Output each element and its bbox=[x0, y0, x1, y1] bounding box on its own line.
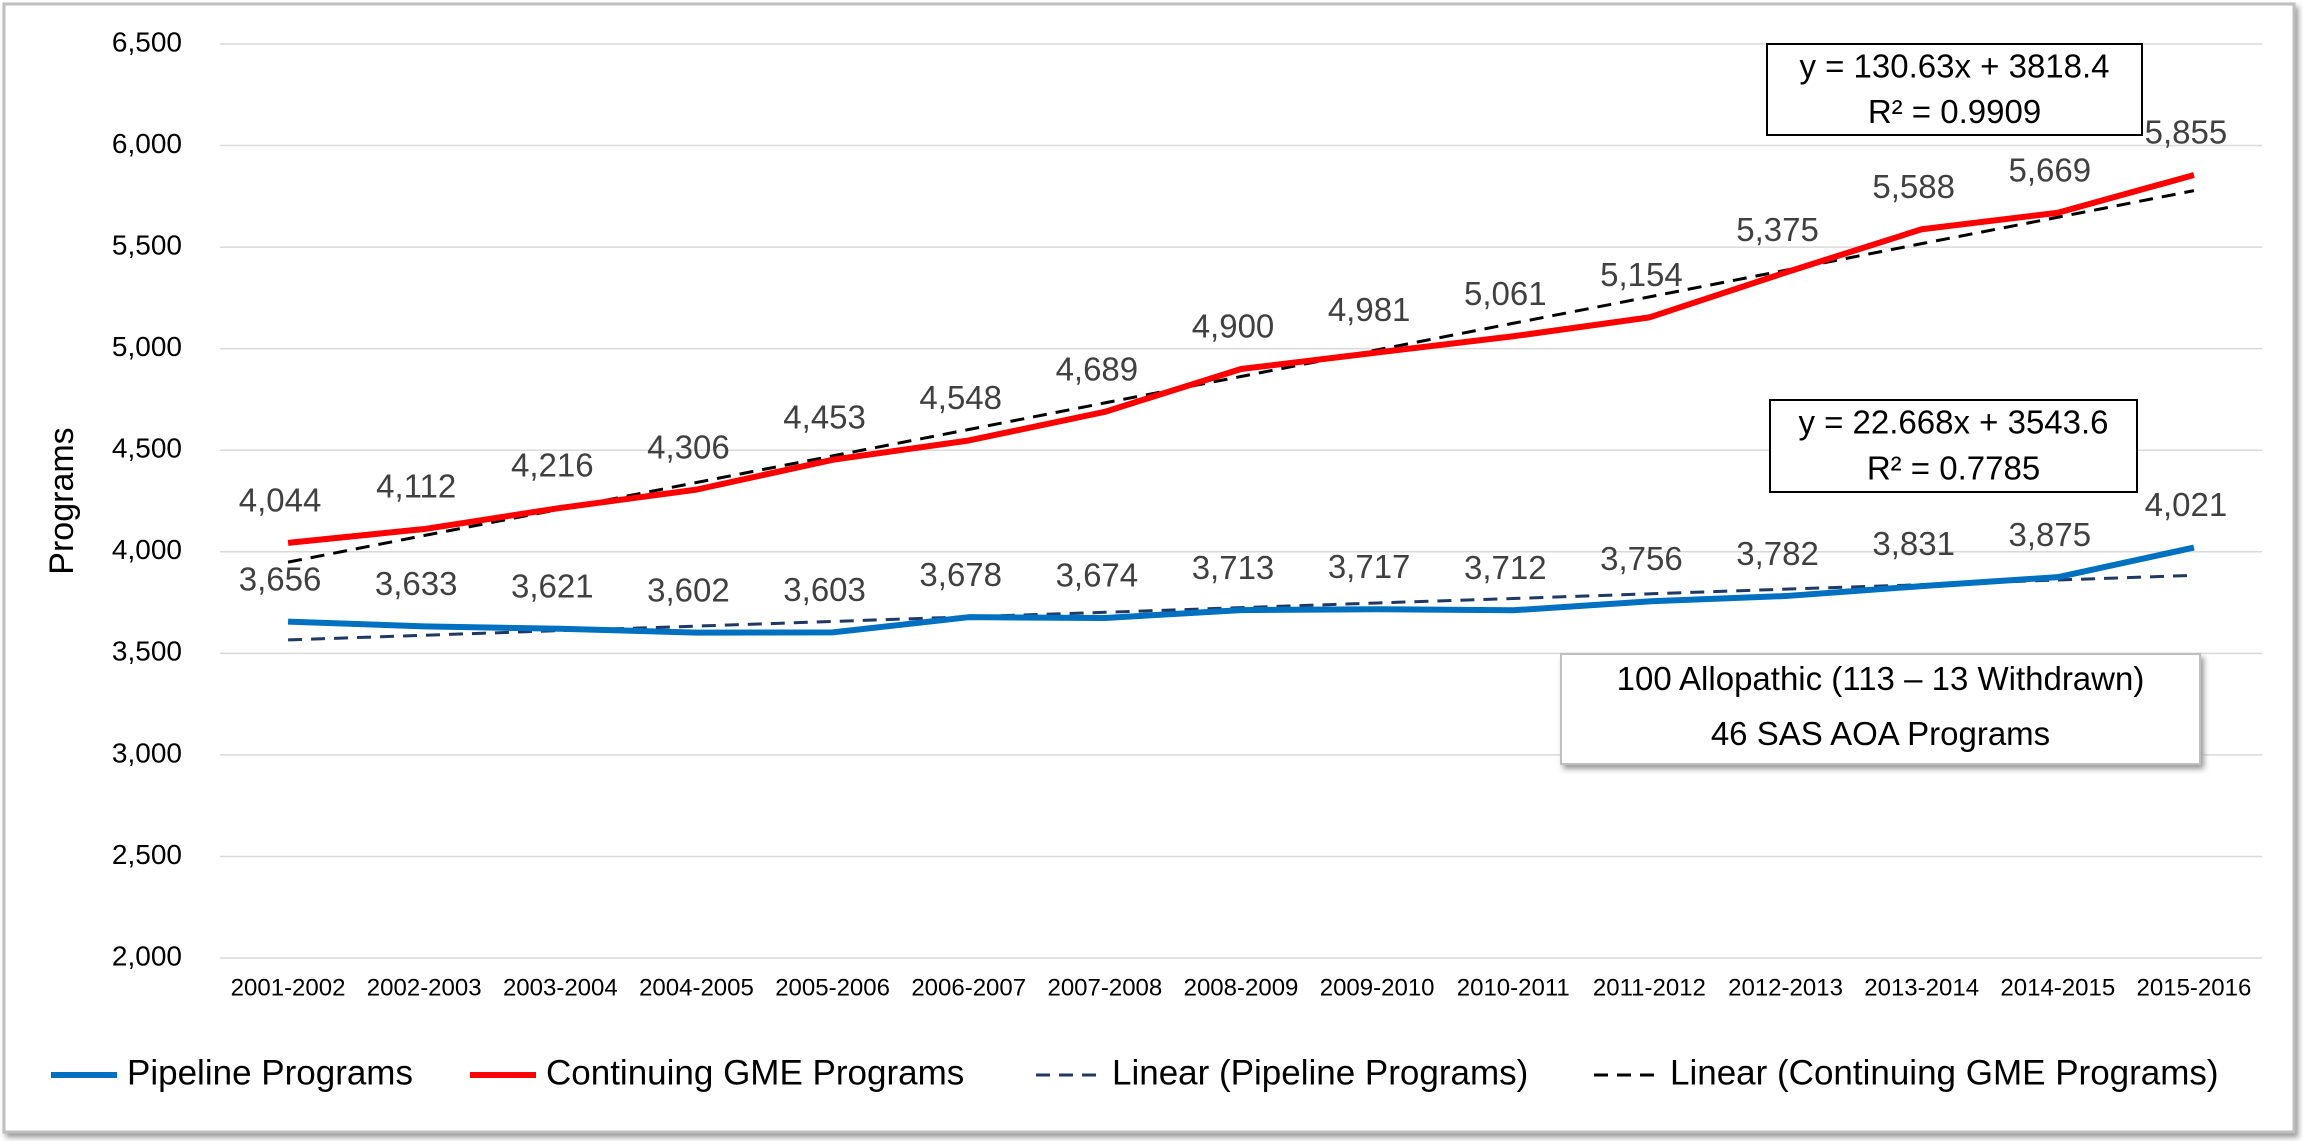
data-label: 4,981 bbox=[1328, 291, 1411, 328]
data-label: 4,216 bbox=[511, 447, 594, 484]
data-label: 4,548 bbox=[919, 379, 1002, 416]
x-tick-label: 2010-2011 bbox=[1457, 974, 1570, 1001]
data-label: 4,112 bbox=[376, 468, 456, 505]
data-label: 3,756 bbox=[1600, 540, 1683, 577]
annotation-box bbox=[1560, 653, 2201, 765]
data-label: 4,044 bbox=[239, 482, 322, 519]
data-label: 3,717 bbox=[1328, 548, 1411, 585]
legend-label: Pipeline Programs bbox=[127, 1053, 413, 1092]
series-line bbox=[287, 544, 2195, 636]
annotation-text: R² = 0.9909 bbox=[1868, 93, 2041, 130]
legend-label: Linear (Pipeline Programs) bbox=[1112, 1053, 1528, 1092]
annotation-box bbox=[1766, 43, 2143, 136]
y-tick-label: 6,500 bbox=[112, 26, 182, 57]
y-tick-label: 2,000 bbox=[112, 940, 182, 971]
data-label: 3,656 bbox=[239, 560, 322, 597]
x-tick-label: 2014-2015 bbox=[2000, 974, 2115, 1001]
annotation-text: 46 SAS AOA Programs bbox=[1711, 715, 2050, 752]
data-label: 3,875 bbox=[2009, 516, 2092, 553]
annotation-text: y = 130.63x + 3818.4 bbox=[1799, 47, 2109, 84]
data-label: 4,453 bbox=[783, 398, 866, 435]
x-tick-label: 2001-2002 bbox=[231, 974, 346, 1001]
data-label: 3,633 bbox=[375, 565, 458, 602]
y-tick-label: 4,000 bbox=[112, 534, 182, 565]
data-label: 3,712 bbox=[1464, 549, 1547, 586]
data-label: 4,900 bbox=[1192, 308, 1275, 345]
data-label: 3,602 bbox=[647, 571, 730, 608]
data-label: 5,375 bbox=[1736, 211, 1819, 248]
data-label: 4,306 bbox=[647, 428, 730, 465]
y-axis-title: Programs bbox=[43, 427, 81, 574]
annotation-box bbox=[1769, 399, 2138, 493]
data-label: 3,674 bbox=[1056, 557, 1139, 594]
legend-label: Linear (Continuing GME Programs) bbox=[1670, 1053, 2219, 1092]
data-label: 4,689 bbox=[1056, 351, 1139, 388]
annotation-text: 100 Allopathic (113 – 13 Withdrawn) bbox=[1617, 660, 2145, 697]
data-label: 3,678 bbox=[919, 556, 1002, 593]
data-label: 3,782 bbox=[1736, 535, 1819, 572]
x-tick-label: 2011-2012 bbox=[1593, 974, 1706, 1001]
data-label: 5,588 bbox=[1872, 168, 1955, 205]
y-tick-label: 6,000 bbox=[112, 128, 182, 159]
x-tick-label: 2013-2014 bbox=[1864, 974, 1979, 1001]
data-label: 3,603 bbox=[783, 571, 866, 608]
x-tick-label: 2012-2013 bbox=[1728, 974, 1843, 1001]
data-label: 5,669 bbox=[2009, 152, 2092, 189]
y-tick-label: 5,000 bbox=[112, 331, 182, 362]
data-label: 5,855 bbox=[2145, 114, 2228, 151]
y-tick-label: 3,500 bbox=[112, 636, 182, 667]
x-tick-label: 2006-2007 bbox=[911, 974, 1026, 1001]
x-tick-label: 2005-2006 bbox=[775, 974, 890, 1001]
x-tick-label: 2015-2016 bbox=[2137, 974, 2252, 1001]
y-tick-label: 5,500 bbox=[112, 230, 182, 261]
data-label: 4,021 bbox=[2145, 486, 2228, 523]
x-tick-label: 2003-2004 bbox=[503, 974, 618, 1001]
annotation-text: R² = 0.7785 bbox=[1867, 450, 2040, 487]
data-label: 3,831 bbox=[1872, 525, 1955, 562]
x-tick-label: 2008-2009 bbox=[1184, 974, 1299, 1001]
data-label: 5,061 bbox=[1464, 275, 1547, 312]
x-tick-label: 2002-2003 bbox=[367, 974, 482, 1001]
data-label: 5,154 bbox=[1600, 256, 1683, 293]
annotation-text: y = 22.668x + 3543.6 bbox=[1798, 404, 2108, 441]
x-tick-label: 2007-2008 bbox=[1047, 974, 1162, 1001]
x-tick-label: 2004-2005 bbox=[639, 974, 754, 1001]
y-tick-label: 2,500 bbox=[112, 839, 182, 870]
data-label: 3,713 bbox=[1192, 549, 1275, 586]
legend-label: Continuing GME Programs bbox=[546, 1053, 964, 1092]
series-line bbox=[287, 172, 2195, 546]
y-tick-label: 4,500 bbox=[112, 433, 182, 464]
y-tick-label: 3,000 bbox=[112, 737, 182, 768]
data-label: 3,621 bbox=[511, 567, 594, 604]
x-tick-label: 2009-2010 bbox=[1320, 974, 1435, 1001]
